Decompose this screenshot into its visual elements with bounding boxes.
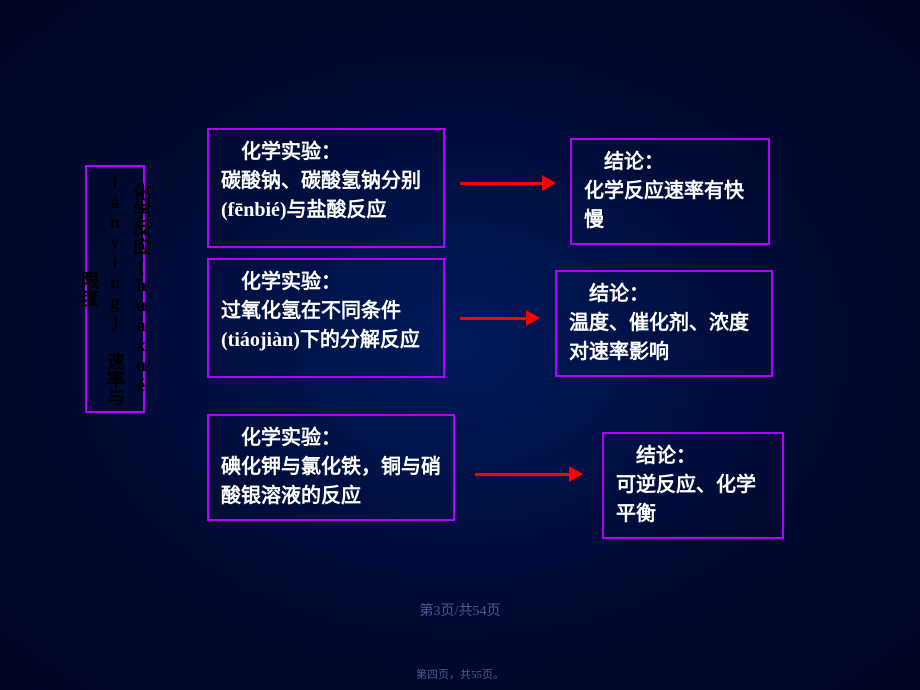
experiment-body-3: 碘化钾与氯化铁，铜与硝酸银溶液的反应	[221, 453, 441, 511]
experiment-box-2: 化学实验： 过氧化氢在不同条件(tiáojiàn)下的分解反应	[207, 258, 445, 378]
conclusion-title-3: 结论：	[636, 442, 770, 471]
conclusion-box-3: 结论： 可逆反应、化学平衡	[602, 432, 784, 539]
side-title-box: 化学反应(huàxué fǎnyìng) 速率与限度	[85, 165, 145, 413]
conclusion-body-1: 化学反应速率有快慢	[584, 177, 756, 235]
arrow-shaft	[460, 182, 542, 185]
side-title-text: 化学反应(huàxué fǎnyìng) 速率与限度	[76, 167, 154, 411]
experiment-box-1: 化学实验： 碳酸钠、碳酸氢钠分别(fēnbié)与盐酸反应	[207, 128, 445, 248]
experiment-title-2: 化学实验：	[241, 268, 431, 297]
experiment-body-1: 碳酸钠、碳酸氢钠分别(fēnbié)与盐酸反应	[221, 167, 431, 225]
side-line1: 化学反应(huàxué	[131, 183, 151, 395]
experiment-body-2: 过氧化氢在不同条件(tiáojiàn)下的分解反应	[221, 297, 431, 355]
conclusion-body-2: 温度、催化剂、浓度对速率影响	[569, 309, 759, 367]
page-counter-outer: 第四页，共55页。	[416, 666, 504, 682]
side-line2: fǎnyìng) 速率与限度	[79, 172, 125, 406]
experiment-title-1: 化学实验：	[241, 138, 431, 167]
conclusion-title-1: 结论：	[604, 148, 756, 177]
arrow-head-icon	[569, 466, 583, 482]
arrow-shaft	[460, 317, 526, 320]
experiment-title-3: 化学实验：	[241, 424, 441, 453]
conclusion-box-2: 结论： 温度、催化剂、浓度对速率影响	[555, 270, 773, 377]
conclusion-body-3: 可逆反应、化学平衡	[616, 471, 770, 529]
arrow-shaft	[475, 473, 569, 476]
experiment-box-3: 化学实验： 碘化钾与氯化铁，铜与硝酸银溶液的反应	[207, 414, 455, 521]
slide-stage: 化学反应(huàxué fǎnyìng) 速率与限度 化学实验： 碳酸钠、碳酸氢…	[0, 0, 920, 690]
conclusion-title-2: 结论：	[589, 280, 759, 309]
arrow-head-icon	[542, 175, 556, 191]
conclusion-box-1: 结论： 化学反应速率有快慢	[570, 138, 770, 245]
page-counter-inner: 第3页/共54页	[420, 600, 501, 620]
arrow-head-icon	[526, 310, 540, 326]
